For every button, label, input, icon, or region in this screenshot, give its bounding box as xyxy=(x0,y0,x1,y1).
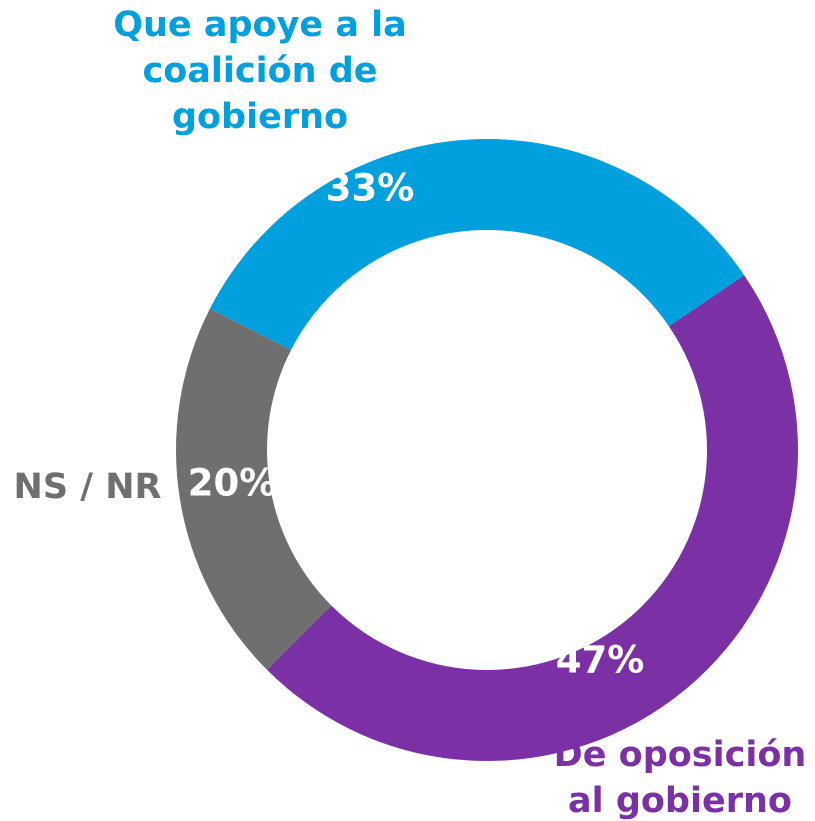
value-label: 33% xyxy=(326,167,415,210)
value-label: 20% xyxy=(188,462,277,505)
donut-slice xyxy=(209,139,745,351)
donut-slice xyxy=(267,275,798,761)
donut-slice xyxy=(176,308,332,670)
category-label: NS / NR xyxy=(13,467,162,507)
value-label: 47% xyxy=(556,639,645,682)
category-label: Que apoye a la coalición de gobierno xyxy=(113,5,407,137)
category-label: De oposición al gobierno xyxy=(553,735,807,821)
